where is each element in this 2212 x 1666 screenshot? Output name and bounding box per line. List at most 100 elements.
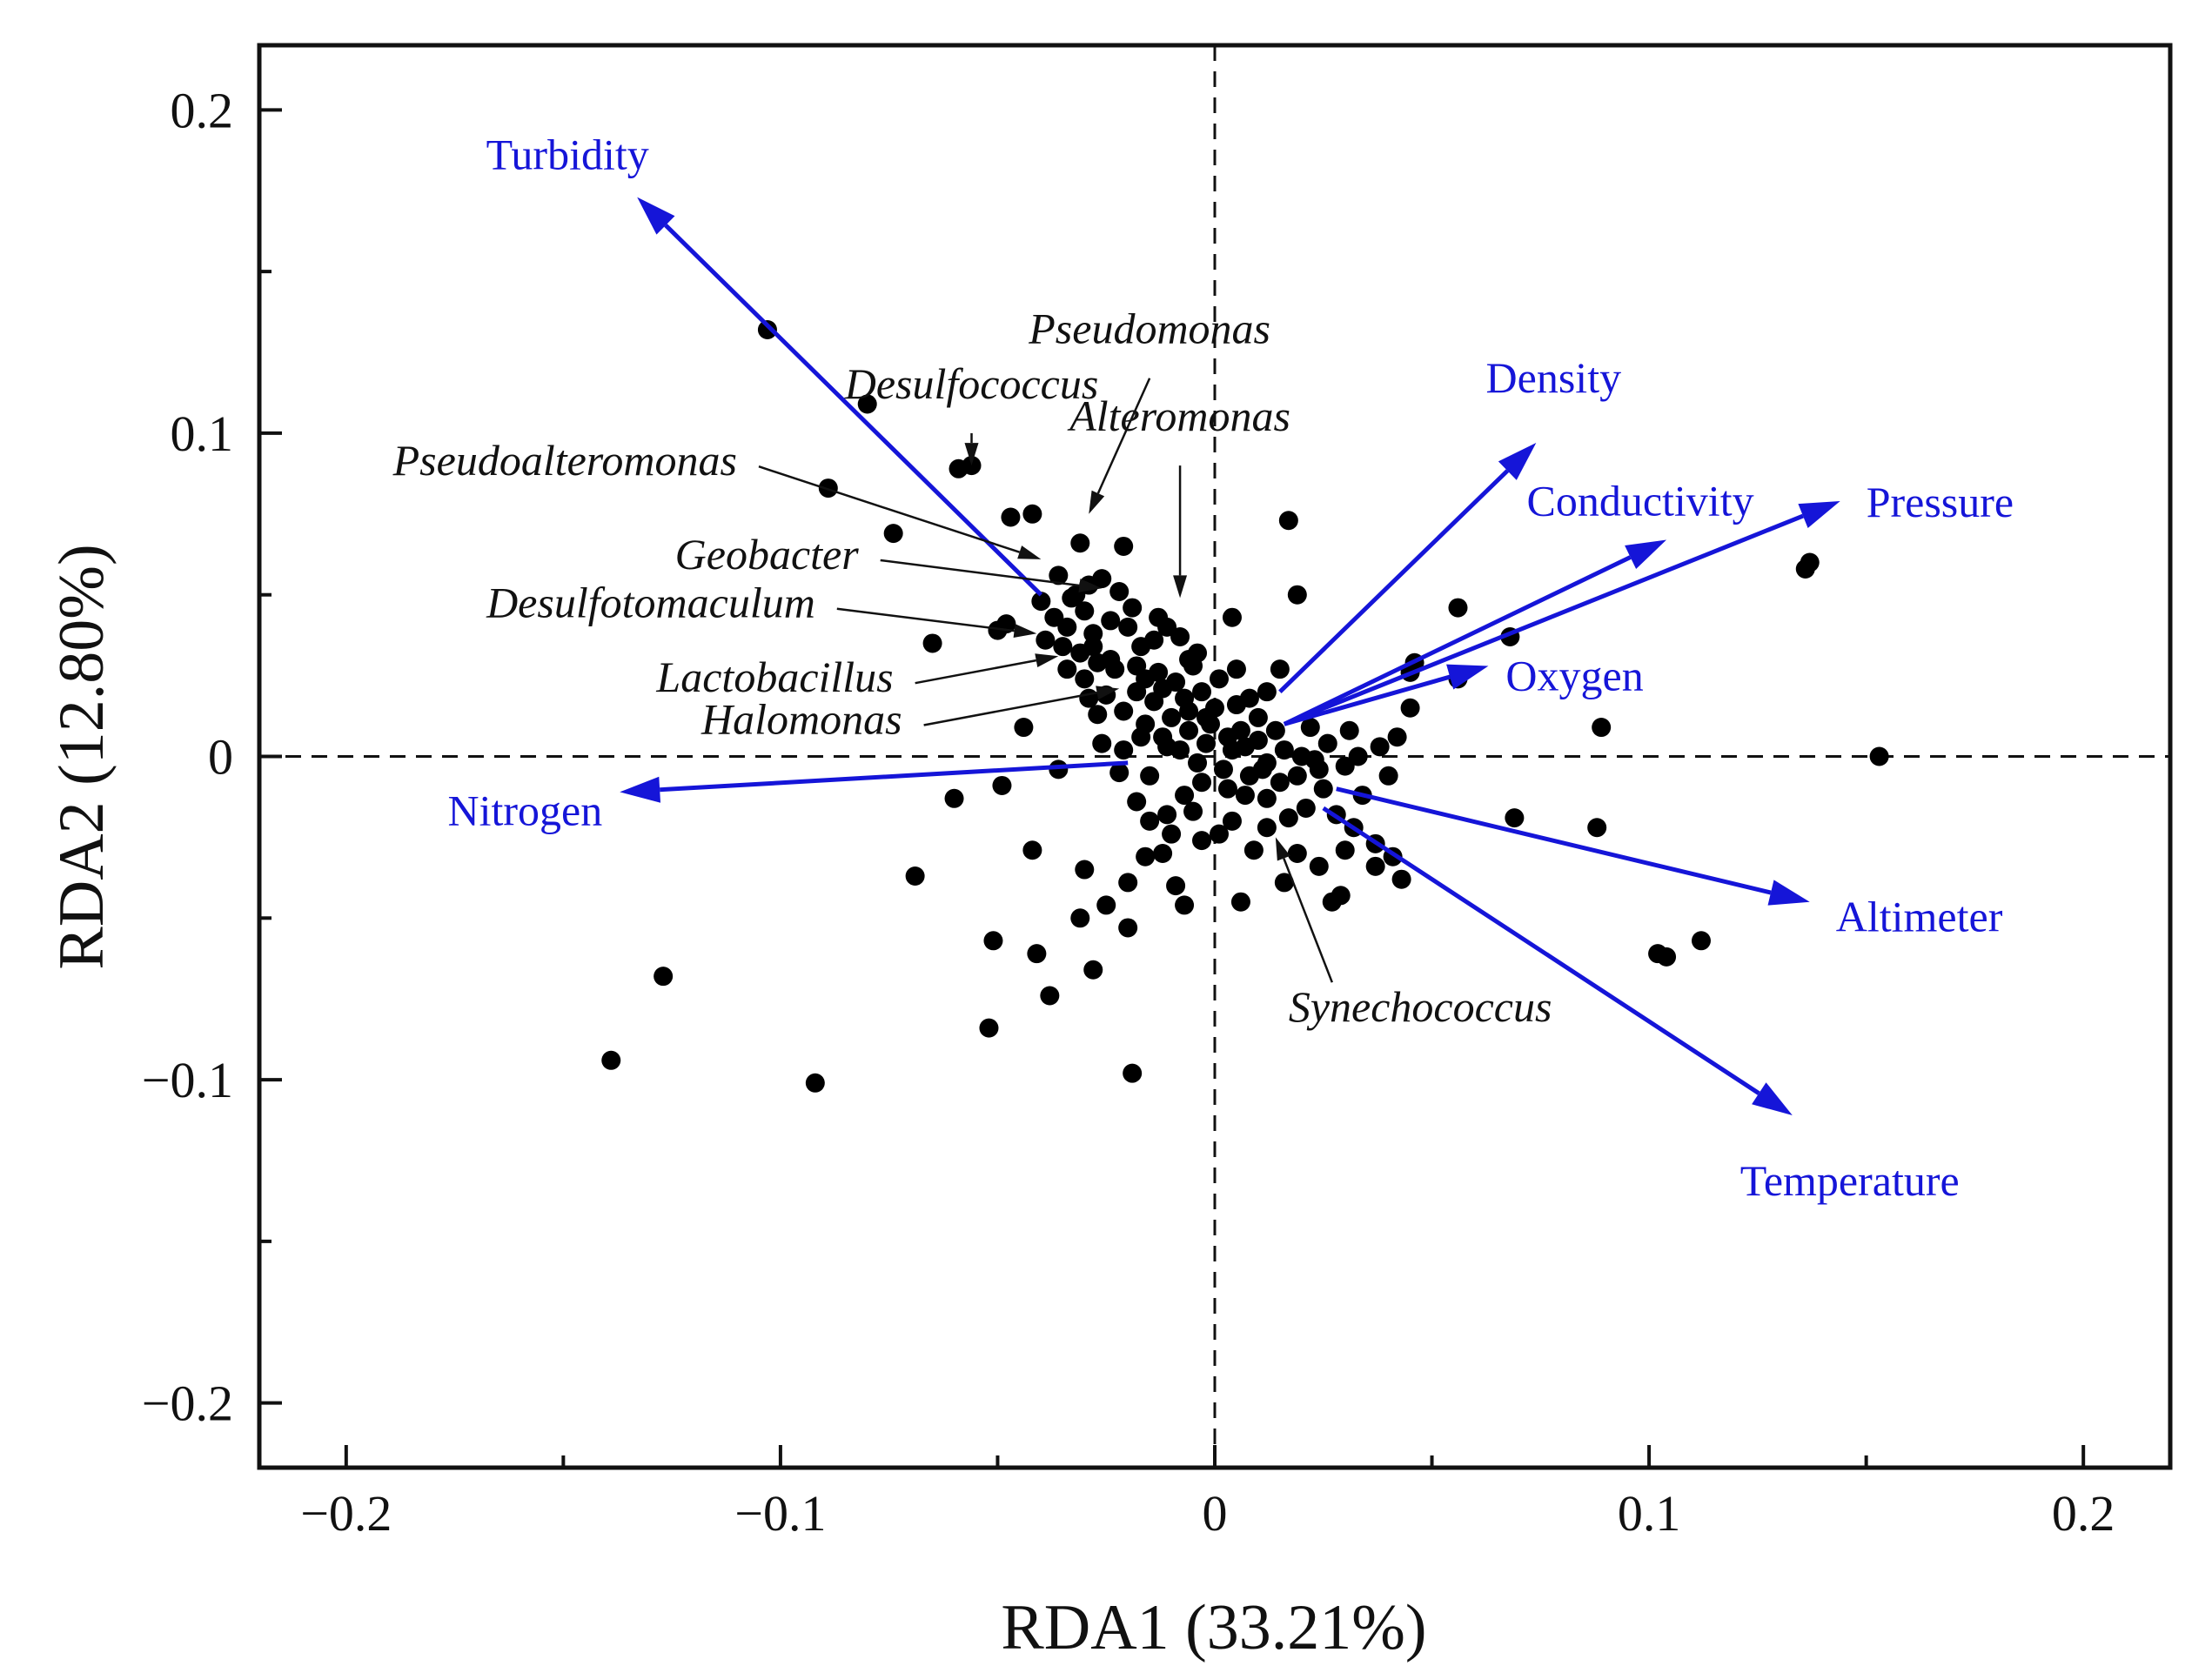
site-point <box>1131 727 1151 747</box>
y-tick-label: 0 <box>208 729 233 786</box>
site-point <box>1096 895 1116 915</box>
y-tick-label: −0.2 <box>142 1375 233 1432</box>
site-point <box>1092 733 1112 753</box>
site-point <box>1162 824 1182 844</box>
site-point <box>1083 960 1103 980</box>
taxon-pointer-arrowhead <box>1013 624 1037 639</box>
site-point <box>1192 682 1212 702</box>
site-point <box>1140 766 1160 786</box>
env-vector-label: Nitrogen <box>448 786 603 834</box>
taxon-pointer-line <box>915 659 1037 685</box>
site-point <box>1114 740 1134 760</box>
site-point <box>944 788 964 808</box>
site-point <box>1309 856 1329 876</box>
site-point <box>1179 720 1199 740</box>
site-point <box>1022 840 1042 860</box>
site-point <box>1448 598 1468 618</box>
site-point <box>1162 707 1182 727</box>
taxon-label: Synechococcus <box>1289 982 1552 1031</box>
site-point <box>601 1050 621 1070</box>
site-point <box>1278 808 1298 828</box>
taxon-pointer-line <box>880 559 1080 587</box>
site-point <box>1230 892 1250 912</box>
x-axis-title: RDA1 (33.21%) <box>1001 1592 1426 1663</box>
site-point <box>1296 798 1316 818</box>
site-point <box>1022 504 1042 524</box>
taxon-label: Geobacter <box>675 530 860 579</box>
site-point <box>1179 650 1199 670</box>
env-vector-label: Oxygen <box>1505 651 1643 699</box>
env-vector-arrowhead <box>1752 1082 1793 1115</box>
site-point <box>1222 607 1242 627</box>
site-point <box>1157 737 1177 757</box>
site-point <box>1192 831 1212 851</box>
site-point <box>1109 763 1129 783</box>
site-point <box>1287 766 1307 786</box>
site-point <box>1001 507 1021 527</box>
site-point <box>1226 659 1246 679</box>
site-point <box>1153 679 1173 699</box>
site-point <box>1079 688 1099 708</box>
x-tick-label: 0.2 <box>2052 1485 2115 1542</box>
site-point <box>1248 707 1268 727</box>
site-point <box>1400 698 1420 718</box>
site-point <box>1175 786 1195 806</box>
taxon-pointer-line <box>758 465 1021 553</box>
env-vector-line <box>1278 469 1510 693</box>
taxon-pointer-arrowhead <box>1173 575 1188 599</box>
taxon-label: Lactobacillus <box>655 652 893 701</box>
site-point <box>1057 659 1077 679</box>
env-vector-arrowhead <box>1498 443 1537 480</box>
site-point <box>1136 669 1156 689</box>
env-vector-arrowhead <box>1767 880 1810 906</box>
site-point <box>1083 637 1103 657</box>
site-point <box>1166 876 1186 896</box>
site-point <box>1101 650 1121 670</box>
taxon-label: Pseudoalteromonas <box>392 436 737 485</box>
y-axis-title: RDA2 (12.80%) <box>46 544 117 969</box>
site-point <box>1235 737 1255 757</box>
env-vector-arrowhead <box>637 197 675 235</box>
site-point <box>1070 908 1090 928</box>
site-point <box>1257 788 1277 808</box>
site-point <box>1239 688 1259 708</box>
site-point <box>983 931 1003 951</box>
site-point <box>1209 669 1229 689</box>
site-point <box>1348 746 1368 766</box>
site-point <box>1869 746 1889 766</box>
env-vector-label: Temperature <box>1740 1156 1960 1205</box>
site-point <box>1370 737 1390 757</box>
site-point <box>1592 718 1612 738</box>
site-point <box>1287 843 1307 863</box>
site-point <box>1188 753 1208 773</box>
taxon-pointer-arrowhead <box>1096 686 1120 700</box>
env-vector-label: Conductivity <box>1526 477 1753 525</box>
site-point <box>1114 536 1134 556</box>
y-tick-label: 0.1 <box>171 405 234 462</box>
site-point <box>1123 598 1143 618</box>
site-point <box>1300 718 1320 738</box>
site-point <box>1691 931 1711 951</box>
site-point <box>1217 779 1237 799</box>
site-point <box>1365 856 1385 876</box>
site-point <box>1257 682 1277 702</box>
env-vector-line <box>1283 555 1632 726</box>
site-point <box>1278 511 1298 531</box>
site-point <box>1274 740 1294 760</box>
site-point <box>1144 630 1164 650</box>
site-point <box>1217 727 1237 747</box>
taxon-pointer-arrowhead <box>1035 653 1059 667</box>
site-point <box>1114 701 1134 721</box>
site-point <box>1101 611 1121 631</box>
taxon-pointer-arrowhead <box>964 443 979 466</box>
env-vector-line <box>664 224 1043 597</box>
site-point <box>1140 811 1160 831</box>
site-point <box>1175 688 1195 708</box>
site-point <box>1057 617 1077 637</box>
site-point <box>1304 750 1324 770</box>
site-point <box>1049 565 1069 585</box>
env-vector-label: Turbidity <box>486 130 649 179</box>
taxon-label: Pseudomonas <box>1028 304 1270 353</box>
site-point <box>1505 808 1525 828</box>
site-point <box>1270 773 1290 793</box>
